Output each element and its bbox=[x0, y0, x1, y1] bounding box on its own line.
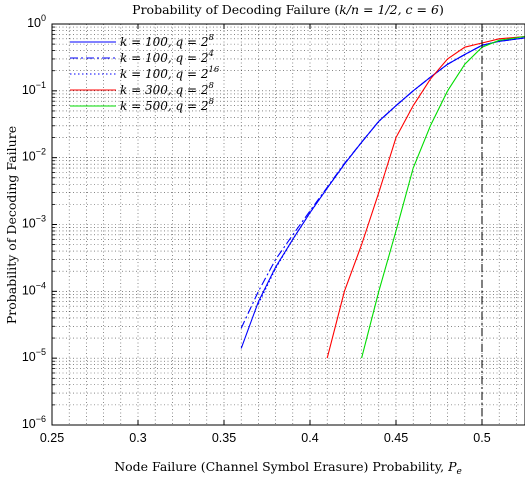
legend: k = 100, q = 28k = 100, q = 24k = 100, q… bbox=[70, 33, 220, 113]
x-tick-label: 0.25 bbox=[40, 431, 64, 445]
x-tick-label: 0.4 bbox=[301, 431, 318, 445]
chart-title: Probability of Decoding Failure (k/n = 1… bbox=[132, 2, 444, 17]
legend-label-1: k = 100, q = 28 bbox=[120, 33, 215, 49]
y-tick-label: 10−3 bbox=[22, 214, 46, 231]
axis-ticks: 0.25 0.3 0.35 0.4 0.45 0.5 10−6 10−5 10−4 10−3 10−… bbox=[22, 13, 491, 445]
x-tick-label: 0.45 bbox=[384, 431, 408, 445]
x-tick-label: 0.5 bbox=[473, 431, 490, 445]
x-tick-label: 0.3 bbox=[129, 431, 146, 445]
legend-label-4: k = 300, q = 28 bbox=[120, 81, 215, 97]
x-axis-label: Node Failure (Channel Symbol Erasure) Pr… bbox=[114, 459, 462, 477]
series-layer bbox=[240, 24, 525, 425]
series-line-5 bbox=[361, 35, 525, 359]
y-tick-label: 10−6 bbox=[22, 414, 46, 431]
y-tick-label: 10−1 bbox=[22, 80, 46, 97]
series-line-3 bbox=[257, 37, 525, 305]
y-tick-label: 10−4 bbox=[22, 280, 46, 297]
legend-label-5: k = 500, q = 28 bbox=[120, 97, 215, 113]
legend-label-2: k = 100, q = 24 bbox=[120, 49, 214, 65]
grid bbox=[52, 24, 525, 425]
y-tick-label: 10−5 bbox=[22, 347, 46, 364]
series-line-1 bbox=[240, 37, 525, 349]
y-tick-label: 100 bbox=[27, 13, 46, 30]
y-axis-label: Probability of Decoding Failure bbox=[4, 126, 19, 324]
y-tick-label: 10−2 bbox=[22, 147, 46, 164]
x-tick-label: 0.35 bbox=[212, 431, 236, 445]
legend-label-3: k = 100, q = 216 bbox=[120, 65, 220, 81]
series-line-2 bbox=[240, 37, 525, 329]
series-line-4 bbox=[326, 35, 525, 359]
